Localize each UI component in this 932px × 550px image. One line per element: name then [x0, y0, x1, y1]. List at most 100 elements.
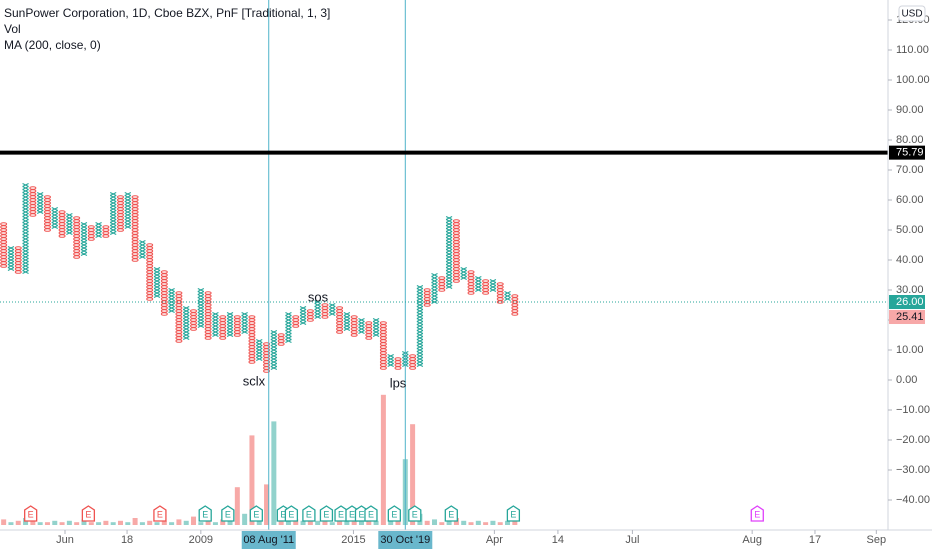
x-box: [445, 276, 453, 280]
x-box: [51, 207, 58, 211]
price-label: 25.41: [896, 311, 924, 323]
pnf-column: [431, 273, 438, 304]
x-box: [314, 306, 321, 310]
x-box: [270, 339, 278, 343]
volume-bar: [169, 522, 175, 525]
x-box: [358, 321, 365, 325]
x-box: [285, 312, 292, 316]
x-box: [168, 294, 175, 298]
currency-label[interactable]: USD: [901, 9, 922, 20]
event-label: E: [280, 509, 286, 519]
volume-bar: [285, 520, 291, 525]
o-box: [102, 225, 110, 229]
o-box: [263, 342, 271, 346]
x-box: [445, 282, 453, 286]
marker-label: 08 Aug '11: [243, 534, 294, 546]
x-box: [36, 195, 44, 199]
x-tick-label: 2009: [189, 534, 213, 546]
pnf-column: [511, 294, 519, 316]
x-box: [109, 201, 117, 205]
x-box: [256, 351, 263, 355]
x-box: [22, 210, 29, 214]
volume-bar: [439, 522, 445, 525]
x-box: [241, 315, 248, 319]
volume-bar: [227, 520, 233, 525]
annotation: sos: [308, 289, 329, 304]
volume-bar: [351, 519, 357, 525]
pnf-column: [43, 195, 51, 232]
x-box: [22, 198, 29, 202]
pnf-column: [190, 309, 198, 331]
x-box: [109, 192, 117, 196]
x-box: [445, 273, 453, 277]
y-tick-label: 100.00: [896, 74, 930, 86]
x-box: [270, 336, 278, 340]
x-box: [416, 318, 424, 322]
x-box: [182, 321, 190, 325]
x-box: [475, 288, 482, 292]
volume-bar: [373, 520, 379, 525]
x-box: [7, 258, 15, 262]
x-box: [109, 216, 117, 220]
x-box: [285, 324, 292, 328]
x-box: [22, 264, 29, 268]
pnf-column: [350, 315, 358, 337]
x-box: [270, 366, 278, 370]
y-tick-label: 70.00: [896, 164, 924, 176]
x-box: [7, 246, 15, 250]
pnf-column: [285, 312, 292, 343]
x-box: [51, 219, 58, 223]
x-box: [445, 249, 453, 253]
x-box: [212, 321, 219, 325]
x-box: [445, 231, 453, 235]
x-box: [109, 222, 117, 226]
x-box: [416, 321, 424, 325]
x-box: [445, 258, 453, 262]
event-icon: [302, 505, 316, 522]
x-box: [226, 315, 234, 319]
x-box: [22, 243, 29, 247]
y-tick-label: −20.00: [896, 434, 930, 446]
x-box: [416, 294, 424, 298]
x-box: [489, 288, 497, 292]
pnf-column: [263, 342, 271, 373]
x-box: [285, 321, 292, 325]
x-box: [22, 225, 29, 229]
currency-box[interactable]: [898, 5, 926, 22]
event-icon: [221, 505, 235, 522]
event-icon: [24, 505, 38, 522]
x-box: [153, 288, 161, 292]
x-box: [124, 204, 132, 208]
x-box: [168, 297, 175, 301]
x-box: [36, 204, 44, 208]
o-box: [204, 291, 212, 295]
marker-label-bg: [241, 531, 296, 549]
x-box: [66, 228, 73, 232]
x-box: [475, 279, 482, 283]
y-tick-label: 10.00: [896, 344, 924, 356]
volume-bar: [380, 394, 386, 525]
x-box: [153, 276, 161, 280]
x-box: [124, 219, 132, 223]
x-box: [66, 222, 73, 226]
x-box: [372, 327, 380, 331]
x-box: [270, 360, 278, 364]
x-box: [22, 252, 29, 256]
y-tick-label: −40.00: [896, 494, 930, 506]
event-icon: [444, 505, 458, 522]
volume-bar: [37, 522, 43, 525]
x-box: [314, 315, 321, 319]
x-box: [372, 333, 380, 337]
o-box: [496, 282, 504, 286]
x-box: [431, 285, 438, 289]
pnf-column: [80, 222, 88, 256]
o-box: [277, 333, 285, 337]
x-box: [270, 342, 278, 346]
o-box: [306, 309, 314, 313]
x-tick-label: Jul: [625, 534, 639, 546]
event-label: E: [157, 509, 163, 519]
x-box: [22, 195, 29, 199]
event-label: E: [391, 509, 397, 519]
x-box: [22, 207, 29, 211]
x-tick-label: 14: [552, 534, 564, 546]
